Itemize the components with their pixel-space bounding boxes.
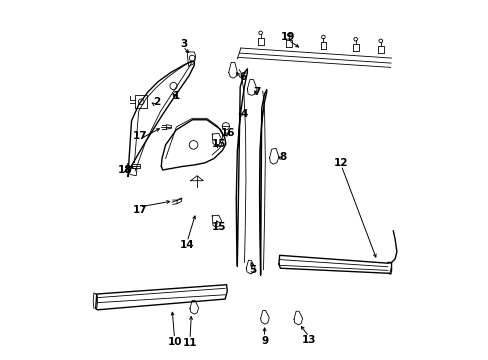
Text: 5: 5: [248, 265, 256, 275]
Text: 4: 4: [240, 109, 248, 119]
Text: 3: 3: [180, 39, 187, 49]
Text: 12: 12: [333, 158, 348, 168]
Text: 8: 8: [279, 152, 286, 162]
Text: 1: 1: [172, 91, 180, 101]
Text: 14: 14: [180, 240, 194, 250]
Text: 6: 6: [239, 72, 246, 82]
Text: 15: 15: [212, 139, 226, 149]
Text: 19: 19: [281, 32, 295, 42]
Text: 2: 2: [153, 97, 160, 107]
Text: 11: 11: [183, 338, 197, 348]
Text: 9: 9: [261, 336, 268, 346]
Text: 7: 7: [253, 87, 260, 97]
Text: 10: 10: [167, 337, 182, 347]
Text: 17: 17: [133, 131, 147, 141]
Text: 15: 15: [212, 222, 226, 232]
Text: 17: 17: [133, 206, 147, 216]
Text: 13: 13: [301, 335, 316, 345]
Text: 18: 18: [118, 165, 132, 175]
Text: 16: 16: [221, 128, 235, 138]
